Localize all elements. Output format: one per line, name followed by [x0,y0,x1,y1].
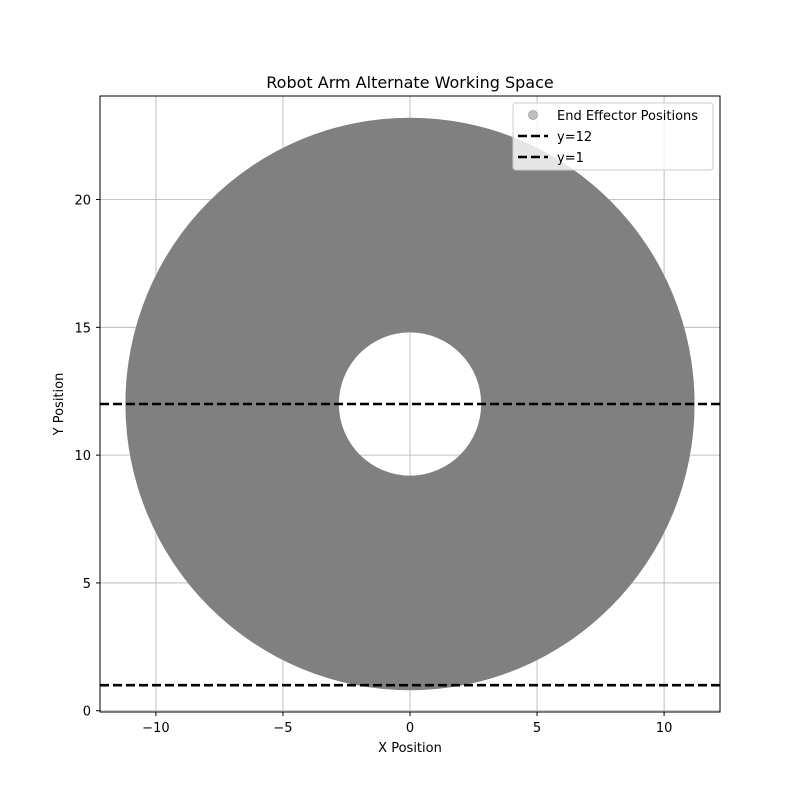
x-tick-label: −10 [142,721,169,736]
x-tick-label: 10 [656,721,673,736]
legend-entry-label: y=12 [557,130,592,145]
y-tick-label: 15 [74,321,91,336]
legend-entry-label: End Effector Positions [557,109,698,124]
chart-title: Robot Arm Alternate Working Space [266,73,553,92]
ticks: −10 −5 0 5 10 0 5 10 15 20 [74,194,672,736]
x-tick-label: 5 [533,721,541,736]
x-tick-label: −5 [273,721,292,736]
y-tick-label: 5 [83,577,91,592]
legend: End Effector Positions y=12 y=1 [512,102,714,171]
end-effector-region [125,117,695,691]
y-tick-label: 20 [74,194,91,209]
legend-box [512,102,714,171]
x-tick-label: 0 [406,721,414,736]
x-axis-label: X Position [378,741,442,756]
legend-marker-end-effector [528,110,538,120]
y-tick-label: 10 [74,449,91,464]
data-layer [100,117,720,691]
legend-entry-label: y=1 [557,151,584,166]
y-tick-label: 0 [83,705,91,720]
y-axis-label: Y Position [52,373,67,437]
